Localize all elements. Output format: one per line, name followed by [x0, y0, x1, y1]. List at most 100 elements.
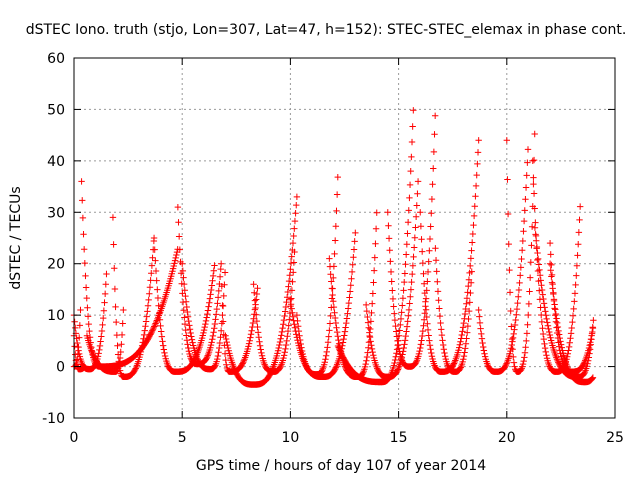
data-point — [188, 333, 195, 340]
data-point — [144, 308, 151, 315]
data-point — [555, 331, 563, 338]
data-point — [293, 193, 301, 201]
data-point — [288, 295, 295, 302]
data-point — [282, 303, 290, 311]
data-point — [521, 354, 528, 361]
data-point — [361, 363, 369, 371]
data-point — [110, 241, 117, 248]
data-point — [109, 214, 117, 221]
data-point — [175, 233, 183, 240]
data-point — [282, 345, 289, 353]
data-point — [553, 315, 560, 322]
data-point — [536, 266, 543, 274]
data-point — [398, 309, 405, 316]
data-point — [288, 287, 296, 294]
data-point — [290, 269, 297, 276]
data-point — [405, 312, 412, 319]
data-point — [444, 362, 451, 369]
data-point — [402, 332, 409, 340]
data-point — [288, 305, 295, 312]
data-point — [456, 341, 464, 348]
data-point — [390, 303, 397, 310]
data-point — [261, 361, 268, 368]
data-point — [147, 277, 154, 284]
data-point — [405, 207, 412, 214]
data-point — [138, 345, 145, 353]
data-point — [280, 316, 288, 324]
data-point — [424, 320, 431, 327]
data-point — [120, 306, 127, 314]
data-point — [71, 343, 78, 350]
data-point — [203, 355, 210, 362]
data-point — [293, 201, 300, 209]
data-point — [390, 362, 398, 369]
data-point — [540, 300, 548, 307]
data-point — [392, 322, 399, 330]
data-point — [290, 259, 298, 266]
data-point — [410, 107, 417, 114]
data-point — [72, 351, 79, 358]
data-point — [140, 331, 148, 339]
data-point — [211, 262, 218, 269]
data-point — [402, 261, 409, 268]
data-point — [541, 344, 549, 352]
data-point — [82, 272, 89, 280]
data-point — [457, 335, 465, 342]
data-point — [415, 350, 423, 358]
data-point — [438, 326, 445, 333]
data-point — [522, 344, 529, 351]
data-point — [557, 338, 564, 345]
data-point — [450, 360, 458, 367]
data-point — [548, 273, 555, 280]
data-point — [254, 323, 261, 331]
data-point — [384, 209, 391, 216]
data-point — [329, 291, 336, 299]
data-point — [397, 321, 404, 329]
data-point — [408, 138, 416, 146]
data-point — [413, 202, 420, 209]
data-point — [511, 321, 519, 329]
data-point — [530, 190, 538, 197]
data-point — [333, 191, 341, 198]
data-point — [537, 277, 544, 284]
data-point — [333, 324, 340, 331]
data-point — [531, 130, 538, 138]
data-point — [179, 260, 186, 267]
data-point — [546, 239, 554, 247]
data-point — [111, 265, 118, 272]
data-point — [154, 286, 161, 293]
data-point — [391, 316, 399, 324]
data-point — [509, 334, 517, 342]
data-point — [394, 337, 401, 345]
data-point — [464, 322, 472, 330]
data-point — [470, 212, 478, 220]
data-point — [517, 264, 525, 271]
data-point — [420, 270, 427, 278]
data-point — [424, 278, 431, 285]
data-point — [333, 207, 340, 215]
data-point — [224, 344, 232, 352]
data-point — [417, 341, 425, 348]
data-point — [148, 328, 155, 336]
data-point — [476, 319, 484, 327]
data-point — [543, 352, 550, 359]
data-point — [397, 315, 405, 323]
data-point — [294, 323, 302, 330]
data-point — [335, 344, 342, 351]
data-point — [222, 335, 230, 343]
data-point — [419, 259, 427, 267]
data-point — [565, 366, 572, 373]
data-point — [100, 314, 107, 322]
data-point — [589, 324, 597, 332]
data-point — [88, 348, 96, 356]
data-point — [239, 360, 246, 367]
data-point — [335, 336, 342, 344]
data-point — [536, 287, 543, 294]
data-point — [508, 323, 515, 330]
data-point — [367, 338, 374, 345]
data-point — [140, 335, 147, 342]
data-point — [589, 328, 596, 336]
data-point — [407, 167, 414, 175]
data-point — [428, 352, 436, 360]
data-point — [552, 312, 559, 319]
